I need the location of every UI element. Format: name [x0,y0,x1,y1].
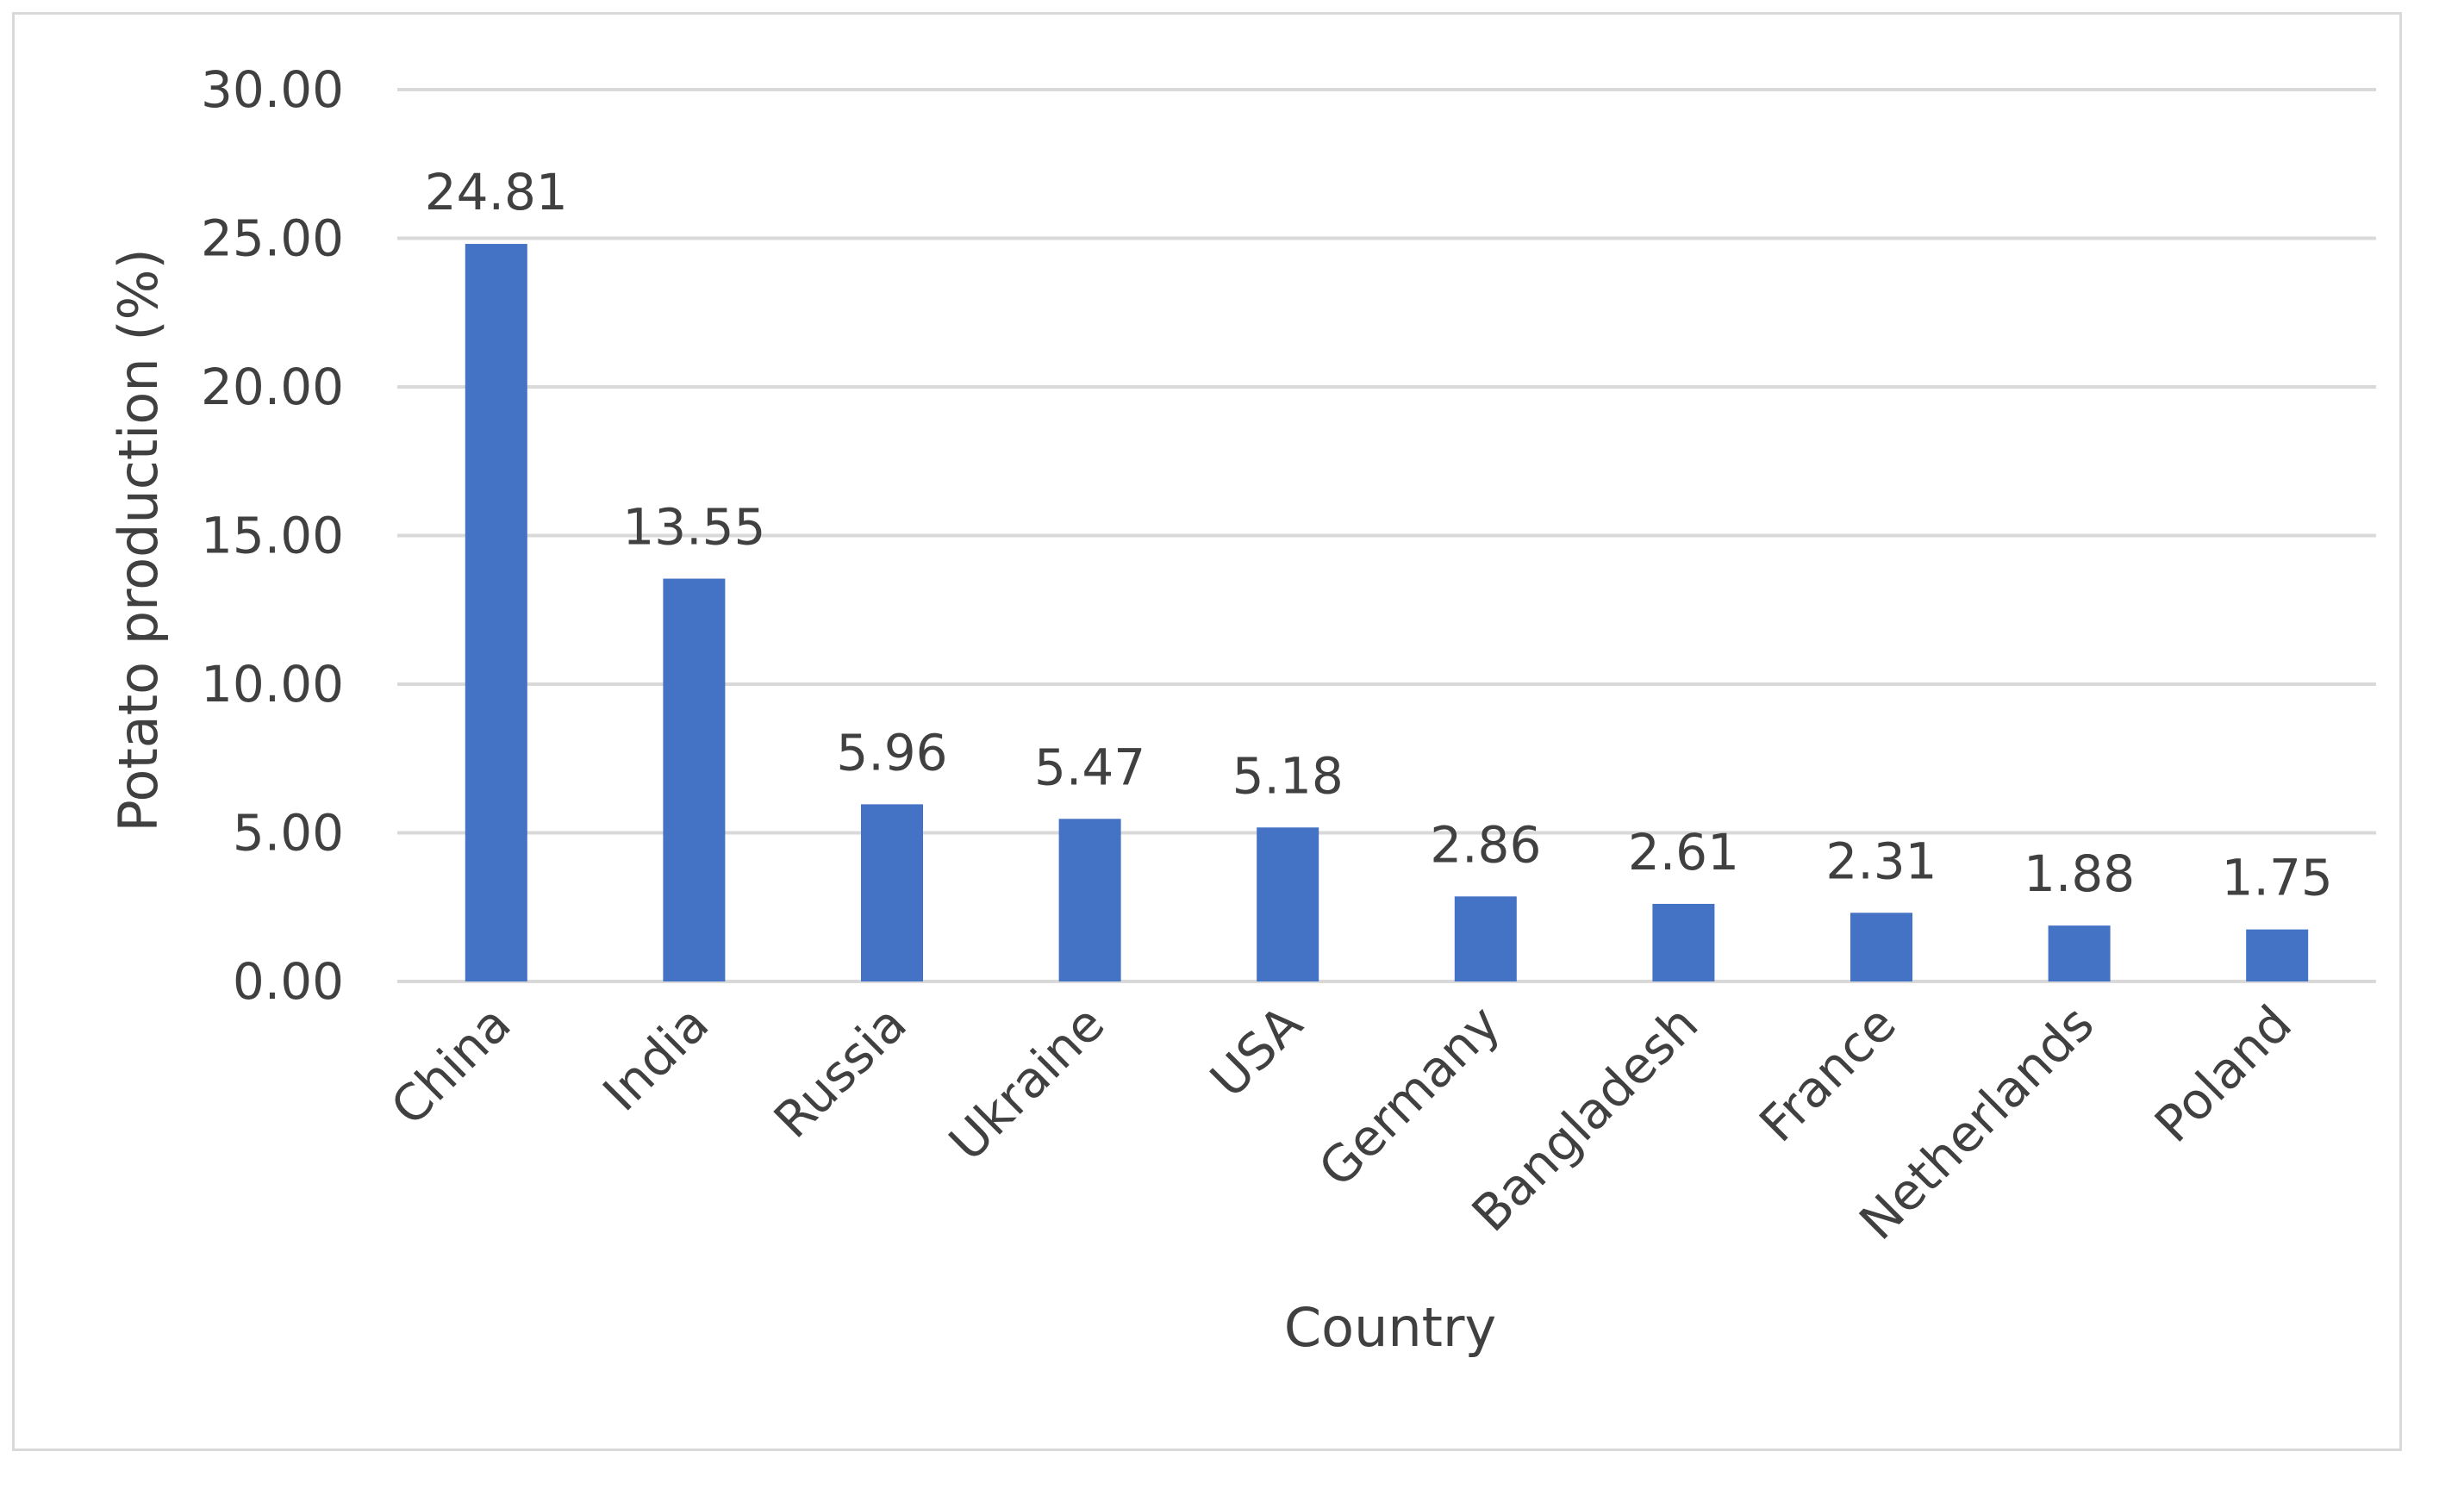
data-label: 2.86 [1430,815,1541,874]
bar [465,244,527,981]
data-label: 2.31 [1825,832,1937,890]
bar [1058,819,1121,981]
y-tick-label: 30.00 [201,60,344,119]
bar [2246,929,2309,981]
bar [861,804,923,981]
y-tick-label: 15.00 [201,507,344,565]
x-tick-label: Poland [2143,994,2303,1154]
data-label: 2.61 [1628,823,1739,882]
x-tick-label: Germany [1307,994,1512,1199]
data-label: 5.96 [836,723,947,782]
bar [1454,896,1517,981]
data-label: 1.75 [2222,849,2333,907]
x-tick-label: China [379,994,521,1137]
x-tick-label: Ukraine [938,994,1115,1172]
bar [1850,913,1912,981]
x-tick-label: USA [1199,994,1313,1109]
gridlines [397,88,2376,983]
bar [663,578,726,981]
y-tick-label: 20.00 [201,358,344,416]
data-label: 1.88 [2024,844,2135,903]
data-label: 24.81 [425,163,568,221]
y-tick-label: 5.00 [233,804,344,863]
bar [2048,925,2111,981]
data-labels: 24.81 13.55 5.96 5.47 5.18 2.86 2.61 2.31 1.88 1.… [425,163,2333,907]
bars [465,244,2309,981]
x-tick-label: Russia [763,994,918,1149]
data-label: 5.47 [1034,738,1145,796]
x-tick-label: India [592,994,720,1123]
y-axis-label: Potato production (%) [107,248,170,832]
x-axis-tick-labels: China India Russia Ukraine USAGermanyBanglad… [379,994,2303,1251]
y-tick-label: 25.00 [201,209,344,268]
y-tick-label: 0.00 [233,952,344,1011]
data-label: 13.55 [622,498,765,557]
bar [1652,903,1715,981]
x-tick-label: France [1748,994,1906,1153]
x-axis-label: Country [1284,1296,1496,1359]
chart-frame: 0.00 5.00 10.00 15.00 20.00 25.00 30.00 24.81 1… [12,12,2402,1451]
bar-chart: 0.00 5.00 10.00 15.00 20.00 25.00 30.00 24.81 1… [107,60,2376,1359]
y-tick-label: 10.00 [201,655,344,713]
bar [1257,827,1319,981]
y-axis-tick-labels: 0.00 5.00 10.00 15.00 20.00 25.00 30.00 [201,60,344,1011]
data-label: 5.18 [1232,746,1344,805]
